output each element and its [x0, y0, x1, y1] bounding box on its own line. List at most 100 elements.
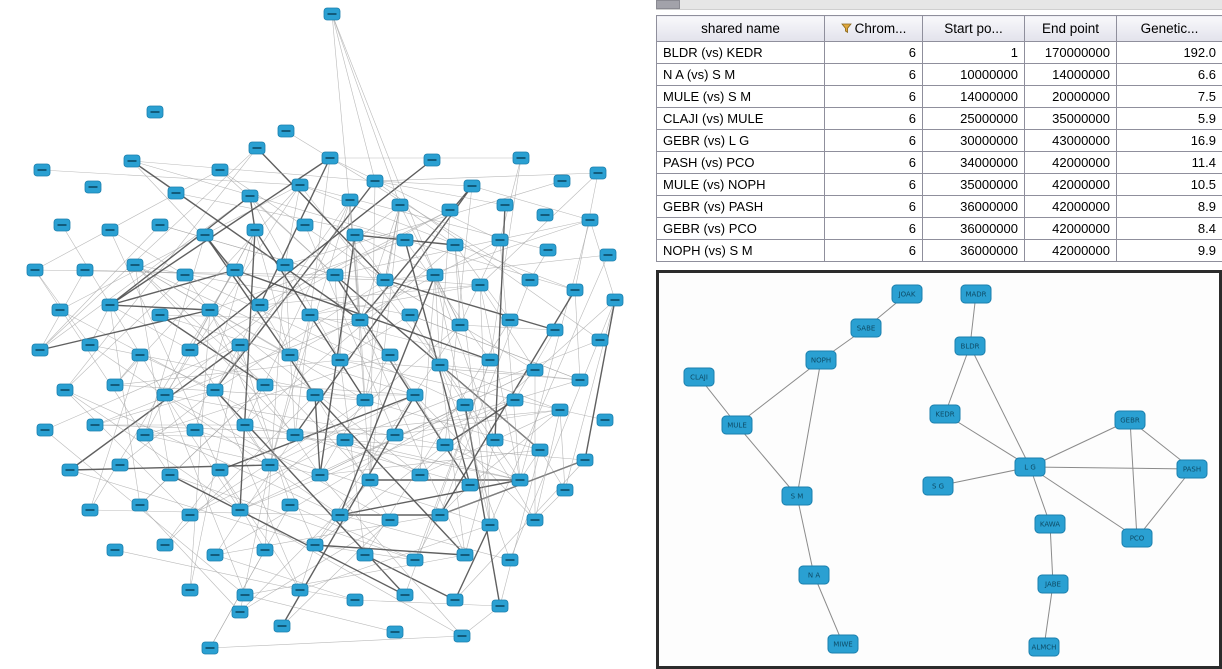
network-node[interactable]: L G	[1014, 457, 1046, 477]
network-node[interactable]	[206, 548, 224, 562]
column-header-chromosome[interactable]: Chrom...	[824, 15, 923, 42]
network-node[interactable]	[481, 518, 499, 532]
table-cell[interactable]: 20000000	[1024, 85, 1117, 108]
table-cell[interactable]: 42000000	[1024, 173, 1117, 196]
table-cell[interactable]: 8.9	[1116, 195, 1222, 218]
network-node[interactable]	[566, 283, 584, 297]
network-edge[interactable]	[944, 413, 1031, 468]
network-node[interactable]: JABE	[1037, 574, 1069, 594]
large-network-canvas[interactable]	[0, 0, 655, 669]
network-node[interactable]	[463, 179, 481, 193]
table-cell[interactable]: 9.9	[1116, 239, 1222, 262]
network-node[interactable]	[401, 308, 419, 322]
network-node[interactable]	[84, 180, 102, 194]
table-cell[interactable]: 6	[824, 195, 923, 218]
table-cell[interactable]: 6	[824, 107, 923, 130]
table-cell[interactable]: 6	[824, 41, 923, 64]
network-edge[interactable]	[796, 359, 822, 497]
network-node[interactable]	[101, 298, 119, 312]
network-edge[interactable]	[813, 574, 844, 645]
network-node[interactable]	[131, 498, 149, 512]
network-edge[interactable]	[944, 345, 971, 415]
network-node[interactable]	[331, 508, 349, 522]
network-node[interactable]: KEDR	[929, 404, 961, 424]
network-node[interactable]	[123, 154, 141, 168]
table-cell[interactable]: 6	[824, 239, 923, 262]
network-node[interactable]	[531, 443, 549, 457]
table-cell[interactable]: MULE (vs) NOPH	[656, 173, 825, 196]
network-node[interactable]	[491, 599, 509, 613]
network-node[interactable]: S G	[922, 476, 954, 496]
network-node[interactable]	[111, 458, 129, 472]
network-node[interactable]	[306, 388, 324, 402]
network-node[interactable]	[381, 348, 399, 362]
network-node[interactable]	[556, 483, 574, 497]
network-node[interactable]: MADR	[960, 284, 992, 304]
network-node[interactable]	[321, 151, 339, 165]
table-cell[interactable]: PASH (vs) PCO	[656, 151, 825, 174]
network-node[interactable]	[51, 303, 69, 317]
table-cell[interactable]: 42000000	[1024, 151, 1117, 174]
network-node[interactable]	[446, 238, 464, 252]
table-cell[interactable]: BLDR (vs) KEDR	[656, 41, 825, 64]
network-node[interactable]	[181, 343, 199, 357]
network-node[interactable]	[186, 423, 204, 437]
network-node[interactable]	[273, 619, 291, 633]
table-cell[interactable]: 16.9	[1116, 129, 1222, 152]
network-node[interactable]: S M	[781, 486, 813, 506]
network-edge[interactable]	[1029, 419, 1131, 468]
network-node[interactable]	[106, 378, 124, 392]
network-node[interactable]	[411, 468, 429, 482]
table-cell[interactable]: 36000000	[922, 239, 1025, 262]
table-cell[interactable]: GEBR (vs) L G	[656, 129, 825, 152]
network-node[interactable]	[211, 163, 229, 177]
table-cell[interactable]: 14000000	[1024, 63, 1117, 86]
network-node[interactable]	[431, 358, 449, 372]
network-node[interactable]	[341, 193, 359, 207]
table-cell[interactable]: N A (vs) S M	[656, 63, 825, 86]
table-cell[interactable]: 10.5	[1116, 173, 1222, 196]
network-node[interactable]	[501, 553, 519, 567]
column-header-end-point[interactable]: End point	[1024, 15, 1117, 42]
network-node[interactable]	[33, 163, 51, 177]
network-node[interactable]	[606, 293, 624, 307]
network-node[interactable]	[246, 223, 264, 237]
network-edge[interactable]	[736, 424, 798, 497]
network-node[interactable]	[539, 243, 557, 257]
network-node[interactable]	[386, 625, 404, 639]
network-node[interactable]	[196, 228, 214, 242]
network-node[interactable]	[436, 438, 454, 452]
network-node[interactable]	[231, 503, 249, 517]
table-cell[interactable]: 35000000	[1024, 107, 1117, 130]
network-node[interactable]	[396, 233, 414, 247]
table-cell[interactable]: MULE (vs) S M	[656, 85, 825, 108]
table-cell[interactable]: 6.6	[1116, 63, 1222, 86]
network-node[interactable]	[106, 543, 124, 557]
network-node[interactable]	[576, 453, 594, 467]
table-cell[interactable]: 6	[824, 151, 923, 174]
network-node[interactable]	[526, 363, 544, 377]
network-node[interactable]	[406, 388, 424, 402]
network-node[interactable]	[521, 273, 539, 287]
network-node[interactable]	[156, 388, 174, 402]
network-node[interactable]	[281, 348, 299, 362]
network-node[interactable]: PASH	[1176, 459, 1208, 479]
network-node[interactable]	[453, 629, 471, 643]
network-node[interactable]	[61, 463, 79, 477]
table-row[interactable]: CLAJI (vs) MULE 6 25000000 35000000 5.9	[656, 107, 1222, 130]
network-node[interactable]	[431, 508, 449, 522]
table-cell[interactable]: 36000000	[922, 217, 1025, 240]
network-node[interactable]	[423, 153, 441, 167]
network-node[interactable]	[512, 151, 530, 165]
table-cell[interactable]: 25000000	[922, 107, 1025, 130]
network-node[interactable]	[76, 263, 94, 277]
network-node[interactable]	[26, 263, 44, 277]
network-node[interactable]	[346, 228, 364, 242]
scrollbar-thumb[interactable]	[656, 0, 680, 9]
network-edge[interactable]	[1136, 468, 1193, 539]
network-node[interactable]	[31, 343, 49, 357]
network-node[interactable]: NOPH	[805, 350, 837, 370]
network-edge[interactable]	[736, 359, 822, 426]
network-node[interactable]: JOAK	[891, 284, 923, 304]
table-cell[interactable]: 14000000	[922, 85, 1025, 108]
